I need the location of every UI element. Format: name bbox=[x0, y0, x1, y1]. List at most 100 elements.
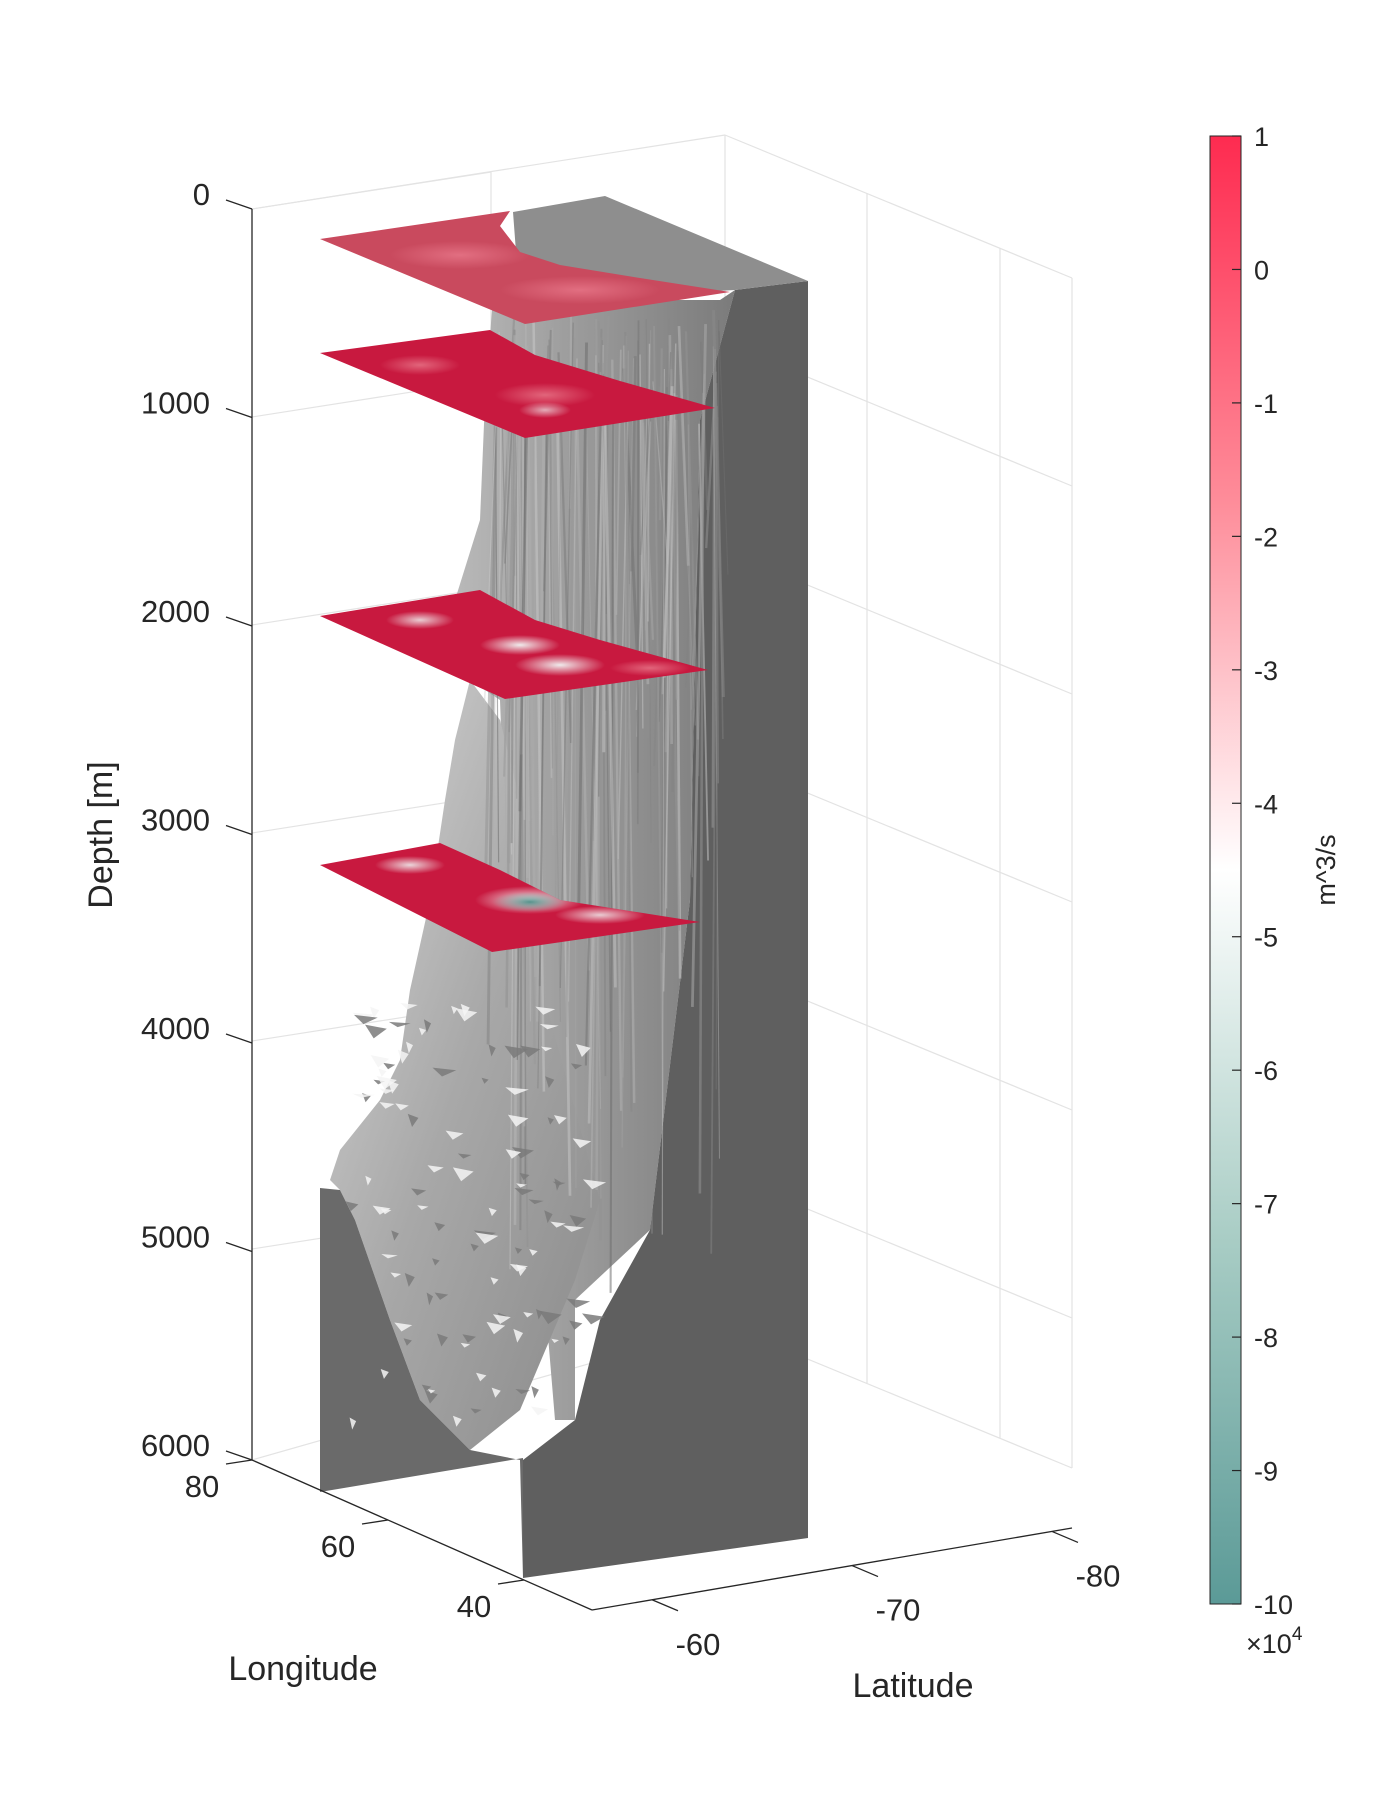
latitude-tick-mark bbox=[851, 1564, 879, 1578]
surface-facet bbox=[545, 1076, 555, 1089]
surface-facet bbox=[582, 1179, 607, 1190]
slice-200m bbox=[320, 211, 730, 324]
surface-streak bbox=[677, 326, 690, 566]
colorbar-tick-label: -2 bbox=[1254, 522, 1278, 552]
surface-streak bbox=[690, 373, 705, 710]
colorbar-ticks: 1 0 -1 -2 -3 -4 -5 -6 -7 -8 -9 -10 bbox=[1232, 122, 1293, 1620]
surface-facet bbox=[491, 1387, 501, 1398]
depth-tick-label: 4000 bbox=[141, 1011, 210, 1046]
surface-facet bbox=[507, 1114, 529, 1127]
surface-facet bbox=[509, 1263, 528, 1272]
surface-streak bbox=[532, 310, 546, 1092]
surface-facet bbox=[492, 1314, 511, 1324]
surface-facet bbox=[400, 1003, 418, 1010]
surface-facet bbox=[445, 1130, 464, 1140]
surface-facet bbox=[470, 1243, 479, 1252]
surface-facet bbox=[379, 1102, 395, 1109]
surface-facet bbox=[570, 1063, 583, 1070]
surface-facet bbox=[437, 1333, 448, 1347]
surface-facet bbox=[539, 1310, 562, 1325]
surface-facet bbox=[354, 1014, 378, 1025]
colorbar: 1 0 -1 -2 -3 -4 -5 -6 -7 -8 -9 -10 m^3/s ×104 bbox=[1209, 122, 1341, 1659]
surface-facet bbox=[539, 1024, 559, 1030]
colorbar-multiplier: ×104 bbox=[1246, 1624, 1303, 1659]
depth-tick-label: 3000 bbox=[141, 803, 210, 838]
surface-streak bbox=[718, 331, 729, 575]
surface-facet bbox=[475, 1372, 487, 1382]
surface-facet bbox=[514, 1188, 534, 1196]
surface-facet bbox=[395, 1103, 409, 1111]
colorbar-tick-label: -10 bbox=[1254, 1590, 1293, 1620]
surface-facet bbox=[515, 1388, 531, 1394]
surface-facet bbox=[462, 1334, 476, 1343]
surface-facet bbox=[455, 1008, 478, 1022]
latitude-tick-label: -80 bbox=[1076, 1558, 1121, 1593]
surface-facet bbox=[572, 1138, 592, 1148]
surface-facet bbox=[513, 1328, 524, 1343]
surface-facet bbox=[563, 1225, 585, 1232]
surface-facet bbox=[394, 1322, 413, 1332]
surface-streak bbox=[662, 386, 674, 678]
surface-facet bbox=[569, 1320, 583, 1330]
surface-facet bbox=[411, 1188, 427, 1196]
surface-streak bbox=[658, 348, 663, 521]
colorbar-tick-label: -9 bbox=[1254, 1457, 1278, 1487]
surface-streak bbox=[712, 346, 720, 1159]
longitude-tick-mark bbox=[497, 1579, 525, 1585]
longitude-tick-mark bbox=[361, 1519, 389, 1525]
surface-facet bbox=[432, 1258, 440, 1266]
surface-facet bbox=[390, 1272, 402, 1278]
surface-facet bbox=[531, 1386, 539, 1399]
longitude-axis: 80 60 40 bbox=[185, 1459, 525, 1624]
colorbar-gradient bbox=[1209, 135, 1242, 1605]
longitude-axis-label: Longitude bbox=[228, 1650, 377, 1688]
surface-facet bbox=[552, 1181, 566, 1186]
surface-facet bbox=[505, 1087, 529, 1095]
depth-tick-mark bbox=[225, 616, 253, 627]
surface-streak bbox=[584, 421, 602, 1066]
colorbar-tick-label: 0 bbox=[1254, 255, 1269, 285]
colorbar-tick-label: -5 bbox=[1254, 923, 1278, 953]
latitude-tick-label: -70 bbox=[876, 1593, 921, 1628]
surface-facet bbox=[514, 1247, 523, 1255]
surface-facet bbox=[423, 1019, 432, 1033]
surface-facet bbox=[530, 1406, 549, 1416]
surface-streak bbox=[603, 408, 617, 988]
surface-facet bbox=[575, 1044, 591, 1057]
surface-facet bbox=[349, 1417, 357, 1430]
surface-facet bbox=[432, 1067, 457, 1077]
surface-facet bbox=[424, 1390, 438, 1404]
latitude-axis-label: Latitude bbox=[853, 1667, 974, 1705]
latitude-tick-label: -60 bbox=[676, 1627, 721, 1662]
depth-tick-mark bbox=[225, 199, 253, 210]
colorbar-label: m^3/s bbox=[1311, 834, 1341, 905]
surface-facet bbox=[582, 1313, 605, 1325]
surface-streak bbox=[691, 324, 707, 1007]
surface-facet bbox=[428, 1389, 436, 1394]
surface-facet bbox=[551, 1338, 559, 1344]
surface-facet bbox=[460, 1342, 471, 1348]
surface-facet bbox=[352, 1093, 375, 1098]
slice-3200m bbox=[320, 843, 700, 952]
surface-facet bbox=[370, 1055, 390, 1068]
surface-streak bbox=[650, 396, 653, 1234]
surface-facet bbox=[387, 1080, 399, 1094]
bathymetry-texture bbox=[345, 310, 729, 1430]
bathymetry-deep-face bbox=[330, 680, 600, 1450]
surface-streak bbox=[547, 398, 553, 778]
surface-facet bbox=[403, 1338, 412, 1346]
surface-streak bbox=[518, 400, 529, 812]
surface-facet bbox=[562, 1336, 570, 1345]
surface-streak bbox=[715, 319, 720, 1090]
surface-facet bbox=[421, 1384, 432, 1392]
surface-facet bbox=[345, 1201, 359, 1212]
surface-facet bbox=[370, 1006, 380, 1019]
surface-facet bbox=[405, 1041, 414, 1054]
colorbar-tick-label: -4 bbox=[1254, 789, 1278, 819]
depth-tick-mark bbox=[225, 824, 253, 836]
surface-facet bbox=[547, 1117, 554, 1125]
depth-tick-label: 2000 bbox=[141, 594, 210, 629]
surface-streak bbox=[687, 424, 693, 878]
surface-streak bbox=[661, 369, 665, 1235]
surface-facet bbox=[434, 1292, 449, 1300]
